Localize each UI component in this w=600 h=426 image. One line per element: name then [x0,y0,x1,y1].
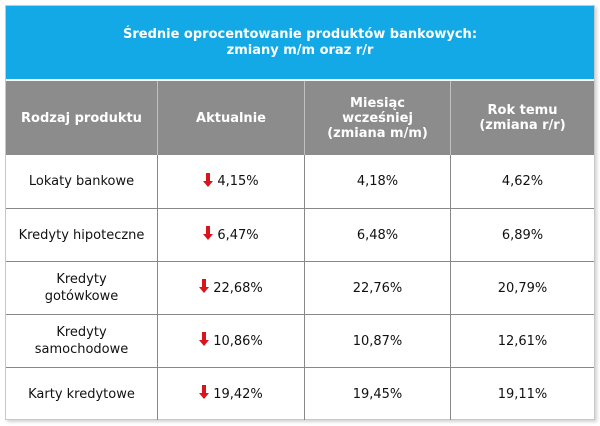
year-ago-rate-value: 4,62% [501,174,544,189]
month-ago-rate-value: 22,76% [352,280,403,296]
table-header-row: Rodzaj produktu Aktualnie Miesiąc wcześn… [6,81,594,155]
table-body: Lokaty bankowe 4,15% 4,18% 4,62% Kredyty hip… [6,155,594,420]
product-name: Lokaty bankowe [29,173,134,190]
product-name: Kredyty gotówkowe [45,271,119,305]
month-ago-rate-value: 4,18% [356,174,399,189]
product-name-cell: Karty kredytowe [6,368,158,420]
year-ago-rate-value: 19,11% [497,386,548,402]
product-name: Karty kredytowe [28,386,135,403]
month-ago-rate-cell: 19,45% [305,368,451,420]
month-ago-rate-value: 10,87% [352,333,403,349]
current-rate-cell: 4,15% [158,155,305,208]
current-rate-value: 10,86% [213,333,263,349]
title-line-2: zmiany m/m oraz r/r [226,42,374,58]
product-name-cell: Kredyty gotówkowe [6,262,158,314]
product-name-line: Lokaty bankowe [28,174,135,189]
current-rate-value: 22,68% [213,280,263,296]
header-year-ago: Rok temu (zmiana r/r) [451,81,594,155]
arrow-down-icon [203,172,214,187]
current-rate-cell: 10,86% [158,315,305,367]
year-ago-rate-cell: 6,89% [451,209,594,261]
table-row: Kredyty hipoteczne 6,47% 6,48% 6,89% [6,208,594,261]
product-name-cell: Kredyty hipoteczne [6,209,158,261]
product-name: Kredyty hipoteczne [19,227,145,244]
month-ago-rate-cell: 6,48% [305,209,451,261]
product-name: Kredyty samochodowe [35,324,129,358]
table-row: Lokaty bankowe 4,15% 4,18% 4,62% [6,155,594,208]
product-name-line: gotówkowe [44,289,119,304]
header-current-label: Aktualnie [196,110,266,126]
rates-table-panel: Średnie oprocentowanie produktów bankowy… [5,5,595,420]
year-ago-rate-cell: 19,11% [451,368,594,420]
table-row: Kredyty samochodowe 10,86% 10,87% 12,61% [6,314,594,367]
arrow-down-icon [199,385,210,399]
header-product-type-label: Rodzaj produktu [21,110,142,126]
year-ago-rate-value: 20,79% [497,280,548,296]
month-ago-rate-value: 6,48% [356,227,399,243]
month-ago-rate-cell: 10,87% [305,315,451,367]
header-year-ago-line1: Rok temu [487,103,558,118]
month-ago-rate-cell: 4,18% [305,155,451,208]
year-ago-rate-cell: 20,79% [451,262,594,314]
current-rate-cell: 19,42% [158,368,305,420]
current-rate-value: 6,47% [217,227,259,243]
product-name-line: Kredyty hipoteczne [18,227,145,243]
title-line-1: Średnie oprocentowanie produktów bankowy… [122,26,478,42]
header-month-ago: Miesiąc wcześniej (zmiana m/m) [305,81,451,155]
arrow-down-icon [203,226,214,240]
header-month-ago-line3: (zmiana m/m) [327,125,428,141]
year-ago-rate-cell: 4,62% [451,155,594,208]
current-rate-cell: 22,68% [158,262,305,314]
table-row: Karty kredytowe 19,42% 19,45% 19,11% [6,367,594,420]
header-month-ago-line1: Miesiąc [350,95,405,111]
current-rate-value: 4,15% [217,174,259,189]
product-name-line: Kredyty [56,272,107,287]
product-name-cell: Kredyty samochodowe [6,315,158,367]
header-month-ago-line2: wcześniej [342,110,413,126]
table-title: Średnie oprocentowanie produktów bankowy… [6,6,594,79]
product-name-line: Kredyty [56,325,107,340]
table-row: Kredyty gotówkowe 22,68% 22,76% 20,79% [6,261,594,314]
arrow-down-icon [199,332,210,346]
header-product-type: Rodzaj produktu [6,81,158,155]
year-ago-rate-value: 12,61% [497,333,548,349]
header-year-ago-line2: (zmiana r/r) [479,118,566,133]
current-rate-value: 19,42% [213,386,263,402]
current-rate-cell: 6,47% [158,209,305,261]
month-ago-rate-value: 19,45% [352,386,403,402]
product-name-line: Karty kredytowe [28,386,135,402]
year-ago-rate-cell: 12,61% [451,315,594,367]
product-name-line: samochodowe [34,342,129,357]
year-ago-rate-value: 6,89% [501,227,544,243]
arrow-down-icon [199,279,210,293]
product-name-cell: Lokaty bankowe [6,155,158,208]
month-ago-rate-cell: 22,76% [305,262,451,314]
header-current: Aktualnie [158,81,305,155]
